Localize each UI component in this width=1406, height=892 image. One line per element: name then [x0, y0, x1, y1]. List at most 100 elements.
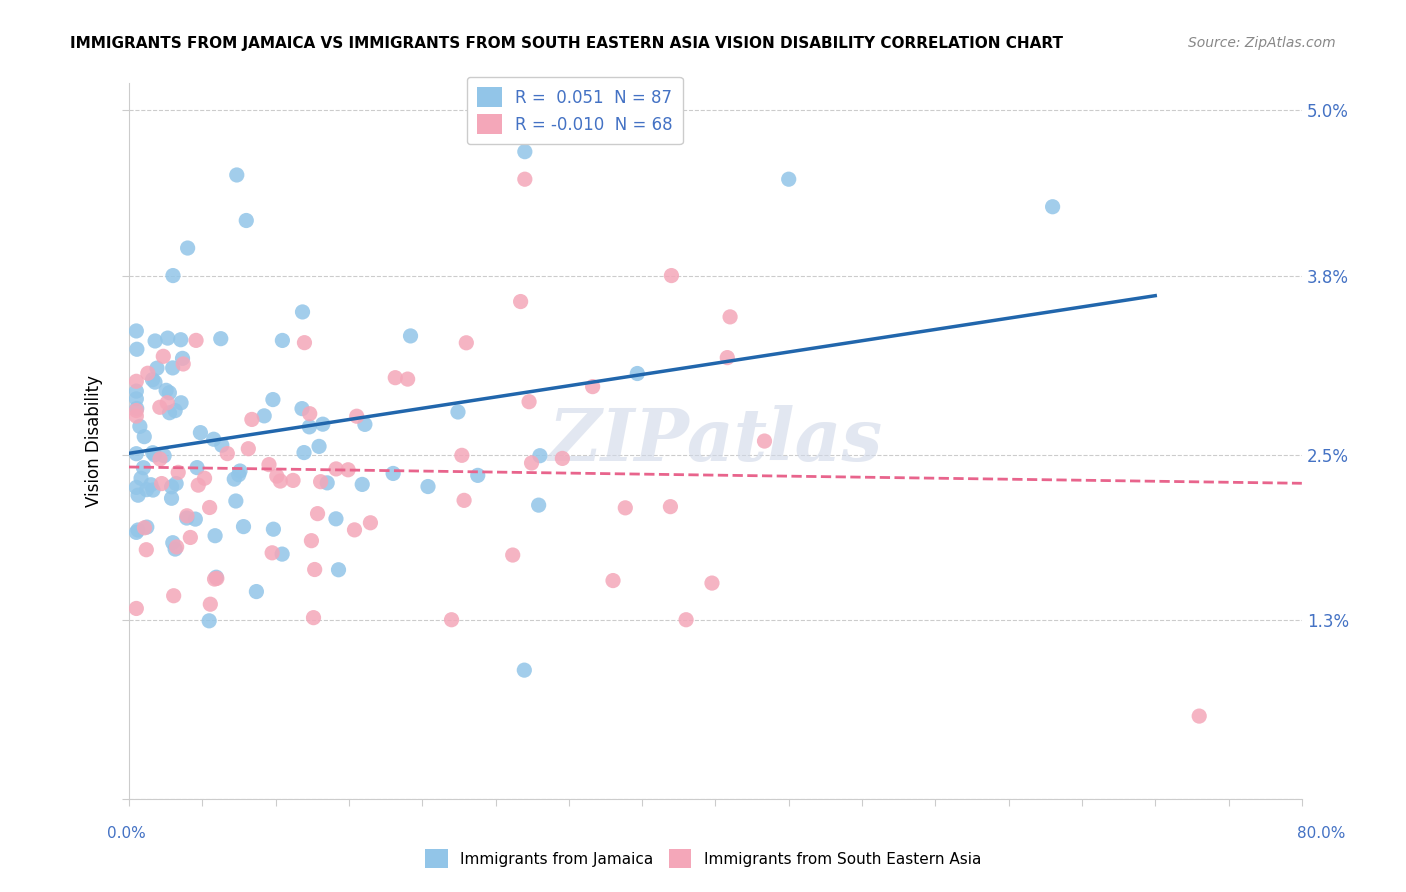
- Point: [125, 409, 148, 423]
- Point: [675, 613, 697, 627]
- Point: [141, 373, 163, 387]
- Point: [172, 351, 194, 366]
- Point: [125, 525, 148, 540]
- Point: [716, 351, 738, 365]
- Point: [176, 508, 198, 523]
- Point: [166, 540, 188, 554]
- Point: [302, 610, 325, 624]
- Point: [125, 447, 148, 461]
- Point: [384, 370, 406, 384]
- Point: [529, 449, 551, 463]
- Point: [142, 483, 165, 497]
- Legend: R =  0.051  N = 87, R = -0.010  N = 68: R = 0.051 N = 87, R = -0.010 N = 68: [467, 77, 683, 145]
- Point: [156, 331, 179, 345]
- Point: [292, 445, 315, 459]
- Point: [225, 494, 247, 508]
- Point: [202, 432, 225, 446]
- Point: [190, 425, 212, 440]
- Point: [134, 430, 156, 444]
- Text: 0.0%: 0.0%: [107, 827, 146, 841]
- Point: [176, 241, 198, 255]
- Point: [159, 406, 181, 420]
- Point: [382, 467, 405, 481]
- Point: [513, 145, 536, 159]
- Point: [160, 480, 183, 494]
- Point: [307, 507, 329, 521]
- Point: [661, 268, 683, 283]
- Point: [125, 480, 148, 494]
- Point: [467, 468, 489, 483]
- Point: [513, 663, 536, 677]
- Point: [204, 572, 226, 586]
- Point: [299, 533, 322, 548]
- Point: [172, 357, 194, 371]
- Point: [754, 434, 776, 448]
- Point: [262, 392, 284, 407]
- Point: [614, 500, 637, 515]
- Y-axis label: Vision Disability: Vision Disability: [86, 375, 103, 507]
- Point: [198, 500, 221, 515]
- Point: [135, 520, 157, 534]
- Point: [153, 449, 176, 463]
- Point: [160, 491, 183, 506]
- Point: [778, 172, 800, 186]
- Point: [165, 476, 187, 491]
- Point: [165, 542, 187, 557]
- Point: [440, 613, 463, 627]
- Point: [312, 417, 335, 432]
- Point: [135, 542, 157, 557]
- Point: [149, 401, 172, 415]
- Point: [170, 333, 193, 347]
- Point: [399, 329, 422, 343]
- Point: [125, 392, 148, 406]
- Point: [527, 498, 550, 512]
- Point: [139, 477, 162, 491]
- Point: [257, 458, 280, 472]
- Point: [217, 447, 239, 461]
- Point: [346, 409, 368, 424]
- Point: [1188, 709, 1211, 723]
- Point: [152, 349, 174, 363]
- Point: [179, 531, 201, 545]
- Point: [316, 475, 339, 490]
- Point: [156, 396, 179, 410]
- Point: [298, 420, 321, 434]
- Point: [165, 403, 187, 417]
- Point: [343, 523, 366, 537]
- Point: [337, 463, 360, 477]
- Point: [125, 384, 148, 398]
- Text: IMMIGRANTS FROM JAMAICA VS IMMIGRANTS FROM SOUTH EASTERN ASIA VISION DISABILITY : IMMIGRANTS FROM JAMAICA VS IMMIGRANTS FR…: [70, 36, 1063, 51]
- Point: [551, 451, 574, 466]
- Point: [502, 548, 524, 562]
- Legend: Immigrants from Jamaica, Immigrants from South Eastern Asia: Immigrants from Jamaica, Immigrants from…: [418, 841, 988, 875]
- Point: [149, 452, 172, 467]
- Point: [396, 372, 419, 386]
- Point: [447, 405, 470, 419]
- Point: [209, 332, 232, 346]
- Point: [228, 467, 250, 482]
- Point: [157, 385, 180, 400]
- Point: [245, 584, 267, 599]
- Point: [325, 462, 347, 476]
- Point: [304, 562, 326, 576]
- Point: [232, 519, 254, 533]
- Point: [163, 589, 186, 603]
- Point: [134, 521, 156, 535]
- Point: [298, 407, 321, 421]
- Point: [582, 379, 605, 393]
- Point: [125, 324, 148, 338]
- Point: [143, 448, 166, 462]
- Point: [229, 464, 252, 478]
- Point: [150, 476, 173, 491]
- Text: 80.0%: 80.0%: [1298, 827, 1346, 841]
- Point: [354, 417, 377, 432]
- Point: [517, 394, 540, 409]
- Point: [224, 472, 246, 486]
- Point: [205, 571, 228, 585]
- Point: [211, 438, 233, 452]
- Point: [700, 576, 723, 591]
- Point: [128, 419, 150, 434]
- Point: [352, 477, 374, 491]
- Point: [125, 403, 148, 417]
- Point: [162, 268, 184, 283]
